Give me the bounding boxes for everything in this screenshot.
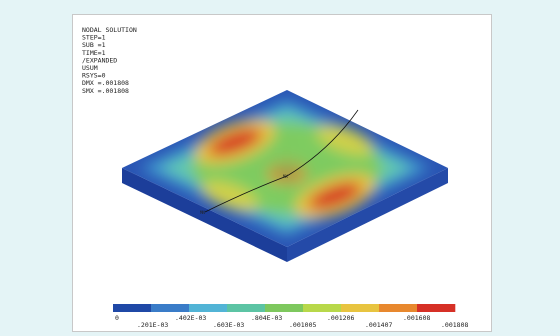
plot: MX MN NODAL SOLUTIONSTEP=1SUB =1TIME=1/E…	[0, 0, 560, 336]
legend-swatch	[341, 304, 379, 312]
legend-swatch	[113, 304, 151, 312]
max-marker: MX	[283, 174, 288, 179]
legend: 0 .201E-03 .402E-03 .603E-03 .804E-03 .001005…	[113, 304, 468, 329]
legend-label: .201E-03	[137, 321, 168, 329]
legend-label: .603E-03	[213, 321, 244, 329]
legend-label: .001407	[365, 321, 392, 329]
legend-label: .001608	[403, 314, 430, 322]
legend-swatch	[189, 304, 227, 312]
header-line: SMX =.001808	[82, 87, 129, 95]
legend-label: .001206	[327, 314, 354, 322]
legend-swatch	[379, 304, 417, 312]
legend-swatch	[265, 304, 303, 312]
min-marker: MN	[200, 210, 205, 215]
legend-swatch	[227, 304, 265, 312]
legend-label: .804E-03	[251, 314, 282, 322]
page: MX MN NODAL SOLUTIONSTEP=1SUB =1TIME=1/E…	[0, 0, 560, 336]
legend-swatch	[417, 304, 455, 312]
legend-label: .402E-03	[175, 314, 206, 322]
legend-label: .001005	[289, 321, 316, 329]
legend-swatch	[303, 304, 341, 312]
legend-swatch	[151, 304, 189, 312]
legend-label: .001808	[441, 321, 468, 329]
legend-label: 0	[115, 314, 119, 322]
